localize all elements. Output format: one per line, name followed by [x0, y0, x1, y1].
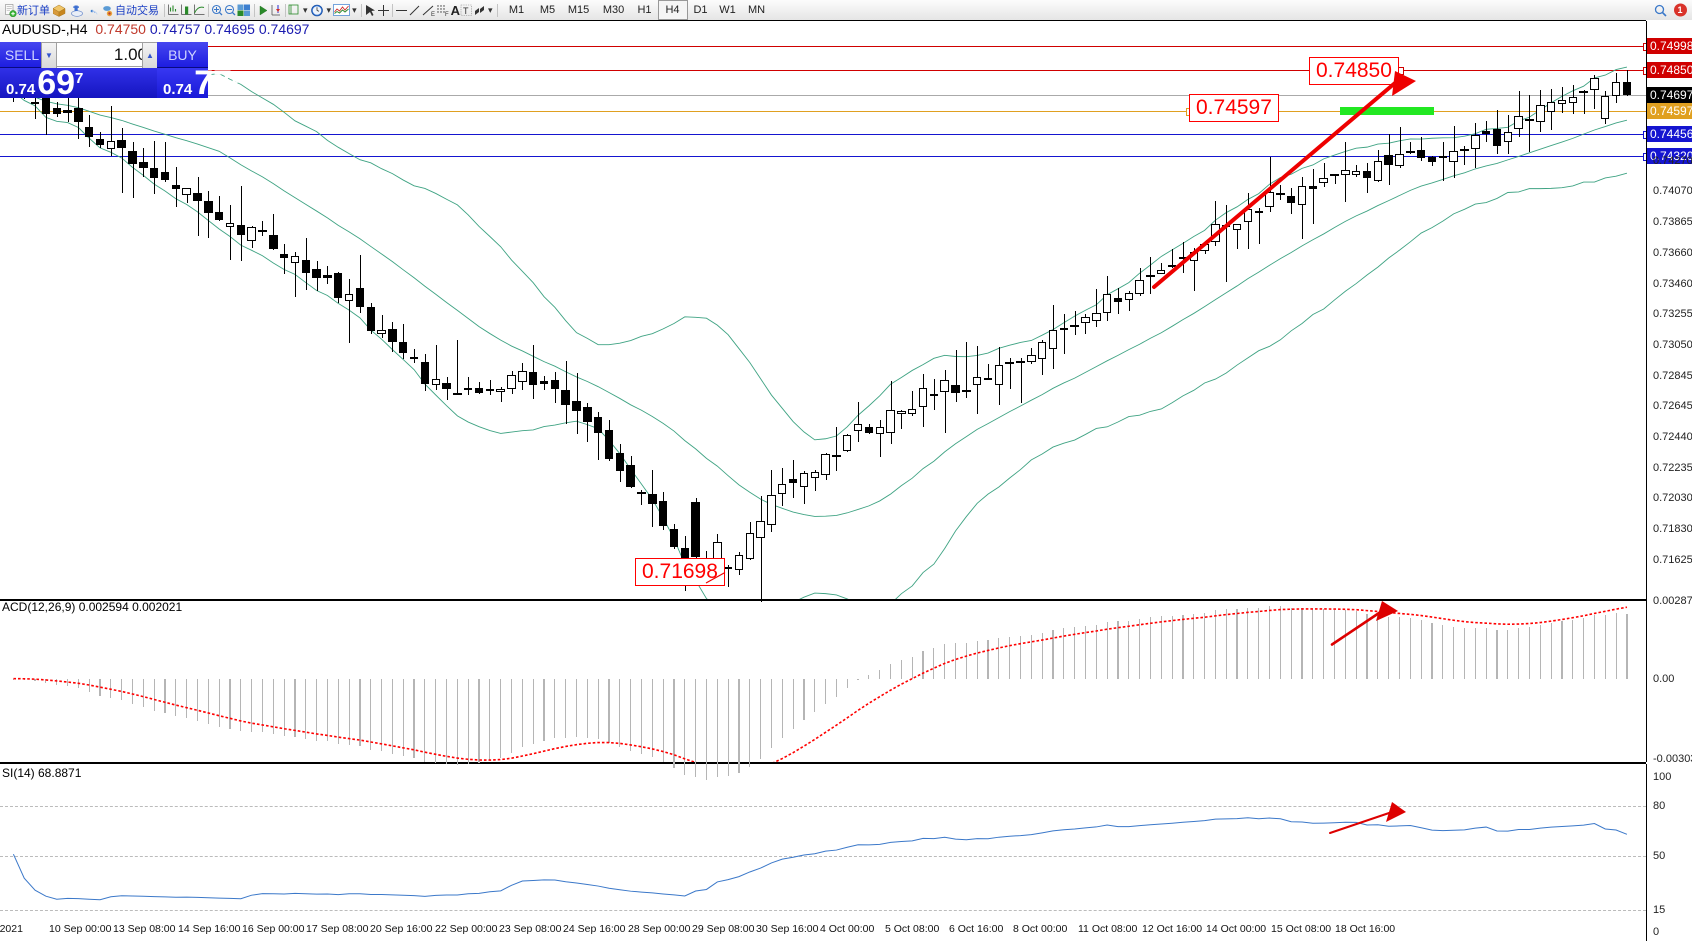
svg-text:E: E — [431, 12, 435, 17]
svg-text:1: 1 — [1678, 5, 1683, 15]
svg-text:T: T — [463, 6, 469, 16]
svg-text:F: F — [445, 12, 449, 17]
